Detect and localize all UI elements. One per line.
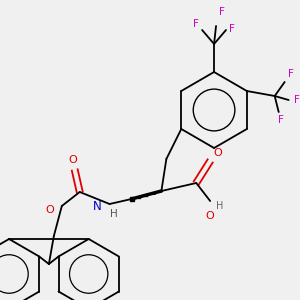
Text: F: F (193, 19, 199, 29)
Text: N: N (93, 200, 102, 212)
Text: F: F (229, 24, 235, 34)
Text: O: O (214, 148, 223, 158)
Text: O: O (68, 155, 77, 165)
Text: H: H (216, 201, 224, 211)
Text: F: F (219, 7, 225, 17)
Text: H: H (110, 209, 118, 219)
Text: F: F (278, 115, 284, 125)
Text: O: O (45, 205, 54, 215)
Text: O: O (206, 211, 214, 221)
Text: F: F (288, 69, 294, 79)
Text: F: F (294, 95, 299, 105)
